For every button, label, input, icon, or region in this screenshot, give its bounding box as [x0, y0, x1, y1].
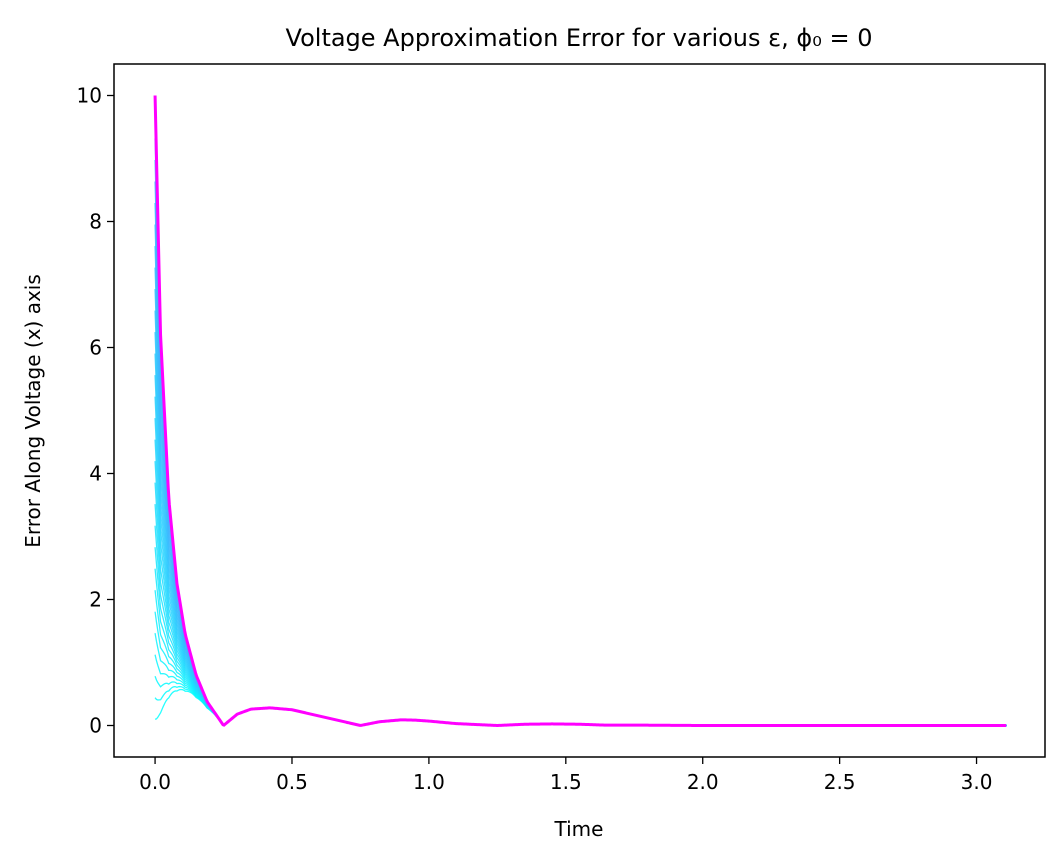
y-tick-label: 4	[89, 462, 102, 486]
family-curve	[154, 203, 1007, 727]
family-curve	[154, 246, 1007, 727]
y-axis-ticks: 0 2 4 6 8 10	[77, 84, 114, 738]
y-tick-label: 2	[89, 588, 102, 612]
family-curve	[154, 95, 1007, 727]
chart-title: Voltage Approximation Error for various …	[286, 24, 873, 52]
x-axis-label: Time	[554, 817, 604, 841]
family-curve	[154, 310, 1007, 727]
curve-family	[154, 95, 1007, 727]
family-curve	[154, 590, 1007, 727]
family-curve	[154, 461, 1007, 727]
family-curve	[154, 439, 1007, 727]
family-curve	[154, 418, 1007, 727]
family-curve	[154, 685, 1007, 727]
x-tick-label: 1.0	[413, 770, 445, 794]
highlight-curve	[153, 95, 1007, 727]
family-curve	[154, 267, 1007, 727]
y-tick-label: 6	[89, 336, 102, 360]
family-curve	[154, 353, 1007, 727]
family-curve	[154, 396, 1007, 727]
x-tick-label: 2.5	[824, 770, 856, 794]
y-tick-label: 8	[89, 210, 102, 234]
family-curve	[154, 504, 1007, 727]
x-tick-label: 3.0	[961, 770, 993, 794]
family-curve	[154, 525, 1007, 727]
family-curve	[154, 224, 1007, 727]
x-tick-label: 0.0	[139, 770, 171, 794]
family-curve	[154, 289, 1007, 727]
family-curve	[154, 633, 1007, 727]
axes-frame	[113, 63, 1046, 758]
plot-area	[113, 63, 1046, 758]
family-curve	[154, 138, 1007, 727]
x-tick-label: 2.0	[687, 770, 719, 794]
y-tick-label: 10	[77, 84, 102, 108]
family-curve	[154, 116, 1007, 727]
x-tick-label: 0.5	[276, 770, 308, 794]
family-curve	[154, 568, 1007, 727]
family-curve	[154, 482, 1007, 727]
family-curve	[154, 547, 1007, 727]
y-axis-label: Error Along Voltage (x) axis	[21, 274, 45, 548]
family-curve	[154, 675, 1007, 727]
family-curve	[154, 181, 1007, 727]
family-curve	[154, 160, 1007, 727]
x-axis-ticks: 0.0 0.5 1.0 1.5 2.0 2.5 3.0	[139, 757, 992, 794]
x-tick-label: 1.5	[550, 770, 582, 794]
y-tick-label: 0	[89, 714, 102, 738]
family-curve	[154, 654, 1007, 727]
family-curve	[154, 375, 1007, 727]
family-curve	[154, 332, 1007, 727]
